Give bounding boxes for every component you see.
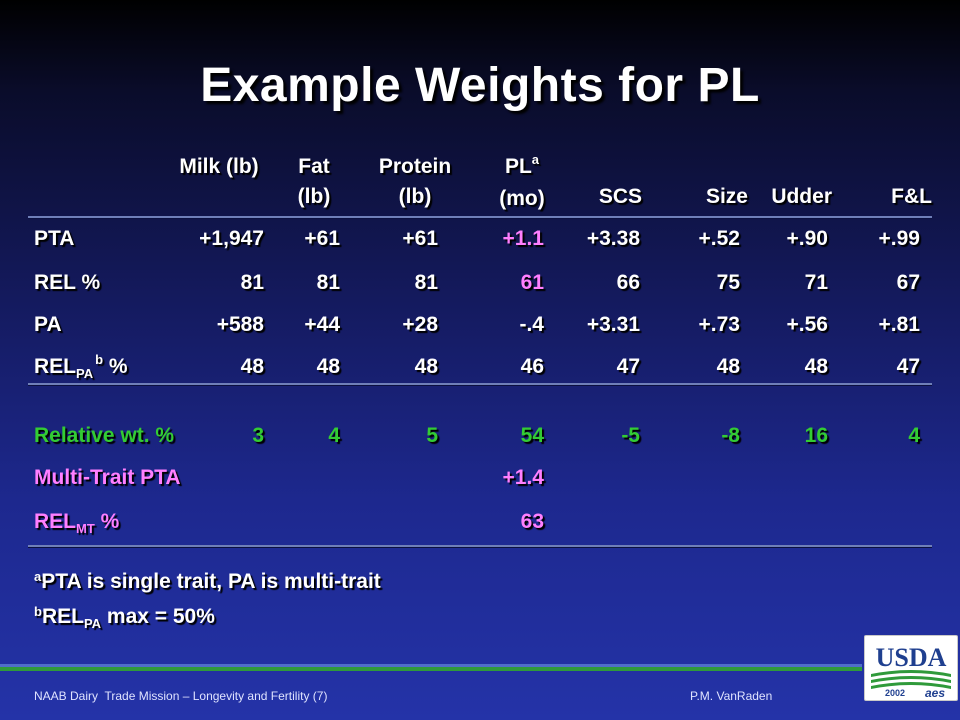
value-pl: +1.1 [502, 227, 544, 250]
value-fl: 47 [896, 355, 920, 378]
footnote-a-sup: a [34, 569, 42, 584]
footnote-b-sub: PA [83, 616, 102, 631]
footnote-b: bRELPA max = 50% [34, 604, 215, 631]
value-fl: +.81 [878, 313, 920, 336]
footnote-b-end: max = 50% [101, 605, 215, 628]
value-pl: 61 [520, 271, 544, 294]
value-udder: 16 [804, 424, 828, 447]
value-milk: 48 [240, 355, 264, 378]
footer-right: P.M. VanRaden [690, 689, 773, 703]
header-pl-sup: a [531, 152, 540, 167]
value-protein: +61 [402, 227, 438, 250]
row-label: PA [34, 313, 62, 336]
value-fl: 67 [896, 271, 920, 294]
value-protein: 81 [414, 271, 438, 294]
header-milk-line2: Milk (lb) [179, 155, 259, 178]
row-label-end: % [94, 510, 120, 533]
row-label-sub: MT [76, 521, 95, 536]
header-size: Size [705, 185, 748, 208]
value-fat: +61 [304, 227, 340, 250]
row-label-main: REL [34, 355, 76, 378]
usda-logo-icon: USDA 2002 aes [871, 643, 951, 700]
value-udder: +.56 [786, 313, 828, 336]
rows-rule [28, 383, 932, 385]
value-pl: +1.4 [502, 466, 544, 489]
header-milk: Milk (lb) [160, 152, 278, 182]
header-rule [28, 216, 932, 218]
value-scs: 47 [616, 355, 640, 378]
value-scs: -5 [621, 424, 640, 447]
value-fl: +.99 [878, 227, 920, 250]
value-protein: +28 [402, 313, 438, 336]
value-size: 75 [716, 271, 740, 294]
footnote-b-main: REL [41, 605, 84, 628]
header-fl: F&L [891, 185, 932, 208]
header-pl-line1: PLa [482, 152, 562, 184]
value-fl: 4 [908, 424, 920, 447]
value-pl: -.4 [519, 313, 544, 336]
value-udder: 71 [804, 271, 828, 294]
usda-logo: USDA 2002 aes [864, 635, 958, 701]
usda-logo-text: USDA [876, 643, 947, 672]
value-scs: +3.31 [586, 313, 640, 336]
bottom-rule [28, 545, 932, 547]
value-udder: +.90 [786, 227, 828, 250]
footnote-b-sup: b [34, 604, 42, 619]
value-pl: 46 [520, 355, 544, 378]
value-size: +.52 [698, 227, 740, 250]
value-milk: 81 [240, 271, 264, 294]
slide-title: Example Weights for PL [200, 59, 760, 112]
footer-band-blue [0, 664, 862, 667]
value-milk: +588 [216, 313, 264, 336]
row-label-main: REL [34, 510, 76, 533]
value-pl: 63 [520, 510, 544, 533]
row-label-end: % [103, 355, 128, 378]
row-label: RELMT % [34, 510, 120, 536]
value-protein: 5 [426, 424, 438, 447]
header-fat-line1: Fat [298, 155, 330, 178]
footnote-a: aPTA is single trait, PA is multi-trait [34, 569, 381, 594]
value-size: -8 [721, 424, 740, 447]
value-protein: 48 [414, 355, 438, 378]
footnote-a-text: PTA is single trait, PA is multi-trait [41, 570, 381, 593]
value-fat: 48 [316, 355, 340, 378]
value-scs: 66 [616, 271, 640, 294]
row-label: RELPAb % [34, 352, 128, 381]
header-scs: SCS [598, 185, 642, 208]
header-pl: PLa (mo) [482, 152, 562, 214]
header-protein-line2: (lb) [398, 185, 432, 208]
value-scs: +3.38 [586, 227, 640, 250]
value-size: +.73 [698, 313, 740, 336]
header-pl-line2: (mo) [499, 187, 545, 210]
header-fat-line2: (lb) [297, 185, 331, 208]
row-label: REL % [34, 271, 101, 294]
value-milk: 3 [252, 424, 264, 447]
row-label: Multi-Trait PTA [34, 466, 181, 489]
aes-mark: aes [925, 686, 945, 700]
value-pl: 54 [520, 424, 544, 447]
value-fat: 81 [316, 271, 340, 294]
value-udder: 48 [804, 355, 828, 378]
footer-band-green [0, 667, 862, 671]
header-fat: Fat (lb) [284, 152, 344, 212]
header-protein: Protein (lb) [360, 152, 470, 212]
footer-left: NAAB Dairy Trade Mission – Longevity and… [34, 689, 328, 703]
row-label: PTA [34, 227, 75, 250]
header-protein-line1: Protein [378, 155, 452, 178]
usda-logo-year: 2002 [885, 688, 905, 698]
value-size: 48 [716, 355, 740, 378]
header-udder: Udder [771, 185, 832, 208]
value-fat: 4 [328, 424, 340, 447]
row-label: Relative wt. % [34, 424, 175, 447]
value-milk: +1,947 [199, 227, 264, 250]
header-pl-text: PL [504, 155, 532, 178]
row-label-sup: b [95, 352, 104, 367]
value-fat: +44 [304, 313, 340, 336]
row-label-sub: PA [76, 366, 94, 381]
